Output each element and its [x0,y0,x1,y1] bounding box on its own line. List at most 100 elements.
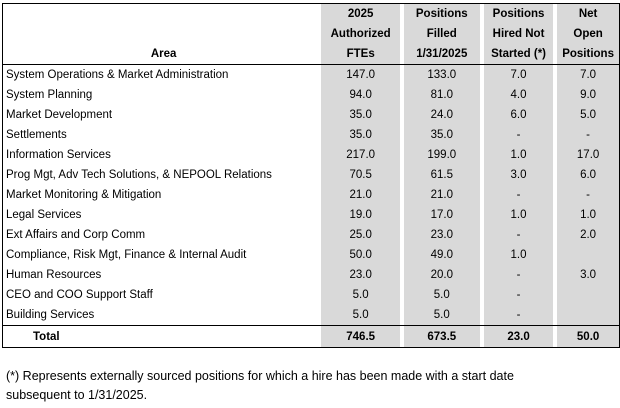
footnote-line-2: subsequent to 1/31/2025. [6,388,148,402]
row-area: Prog Mgt, Adv Tech Solutions, & NEPOOL R… [2,165,322,185]
row-net: 9.0 [557,85,620,105]
row-filled: 17.0 [403,205,480,225]
hired-header-line-3: Started (*) [483,44,554,65]
row-area: Ext Affairs and Corp Comm [2,225,322,245]
column-gap [399,44,404,65]
row-authorized: 5.0 [321,305,400,326]
row-filled: 49.0 [403,245,480,265]
footnote: (*) Represents externally sourced positi… [6,367,606,405]
total-label: Total [2,325,322,348]
row-area: Legal Services [2,205,322,225]
row-hired: - [483,265,554,285]
row-filled: 24.0 [403,105,480,125]
row-net [557,245,620,265]
table-row: System Operations & Market Administratio… [2,64,620,85]
net-header-line-3: Positions [557,44,620,65]
row-filled: 5.0 [403,305,480,326]
row-net: - [557,125,620,145]
row-authorized: 217.0 [321,145,400,165]
table-row: Building Services 5.0 5.0- [2,305,620,326]
table-row: Human Resources 23.0 20.0-3.0 [2,265,620,285]
table-row: Prog Mgt, Adv Tech Solutions, & NEPOOL R… [2,165,620,185]
table-row: Compliance, Risk Mgt, Finance & Internal… [2,245,620,265]
column-gap [399,325,404,348]
row-hired: 3.0 [483,165,554,185]
row-area: Building Services [2,305,322,326]
table-row: Settlements 35.0 35.0- - [2,125,620,145]
column-gap [553,3,558,24]
column-gap [479,3,484,24]
table-row: System Planning 94.0 81.0 4.0 9.0 [2,85,620,105]
row-authorized: 35.0 [321,125,400,145]
authorized-header-line-2: Authorized [321,24,400,44]
row-net: 1.0 [557,205,620,225]
column-gap [479,44,484,65]
table-row: CEO and COO Support Staff 5.0 5.0- [2,285,620,305]
row-filled: 199.0 [403,145,480,165]
row-hired: 1.0 [483,145,554,165]
column-gap [479,325,484,348]
column-gap [553,44,558,65]
row-net: 2.0 [557,225,620,245]
table-body: System Operations & Market Administratio… [2,64,620,326]
row-authorized: 147.0 [321,64,400,85]
row-area: System Operations & Market Administratio… [2,64,322,85]
row-hired: - [483,285,554,305]
row-authorized: 19.0 [321,205,400,225]
row-filled: 81.0 [403,85,480,105]
row-area: Settlements [2,125,322,145]
row-area: System Planning [2,85,322,105]
total-net: 50.0 [557,325,620,348]
table-row: Ext Affairs and Corp Comm 25.0 23.0-2.0 [2,225,620,245]
area-header-spacer [2,3,322,24]
total-row: Total 746.5 673.5 23.0 50.0 [2,325,620,348]
table-row: Market Monitoring & Mitigation 21.0 21.0- - [2,185,620,205]
row-area: Compliance, Risk Mgt, Finance & Internal… [2,245,322,265]
total-filled: 673.5 [403,325,480,348]
table-row: Market Development 35.0 24.0 6.0 5.0 [2,105,620,125]
row-net [557,285,620,305]
row-hired: - [483,185,554,205]
row-authorized: 25.0 [321,225,400,245]
row-authorized: 5.0 [321,285,400,305]
table-row: Legal Services 19.0 17.0 1.0 1.0 [2,205,620,225]
row-hired: 6.0 [483,105,554,125]
area-header: Area [2,44,322,65]
net-header-line-2: Open [557,24,620,44]
row-authorized: 35.0 [321,105,400,125]
row-area: CEO and COO Support Staff [2,285,322,305]
positions-table: 2025 Positions Positions Net Authorized … [2,3,620,348]
row-net: 17.0 [557,145,620,165]
row-net: 5.0 [557,105,620,125]
row-hired: - [483,305,554,326]
column-gap [399,3,404,24]
table-row: Information Services 217.0 199.0 1.0 17.0 [2,145,620,165]
row-hired: 1.0 [483,245,554,265]
row-hired: - [483,125,554,145]
row-authorized: 70.5 [321,165,400,185]
row-filled: 61.5 [403,165,480,185]
row-filled: 5.0 [403,285,480,305]
row-filled: 133.0 [403,64,480,85]
authorized-header-line-1: 2025 [321,3,400,24]
row-net: 6.0 [557,165,620,185]
area-header-spacer [2,24,322,44]
row-net: - [557,185,620,205]
row-area: Information Services [2,145,322,165]
column-gap [553,325,558,348]
filled-header-line-2: Filled [403,24,480,44]
row-hired: 4.0 [483,85,554,105]
row-net [557,305,620,326]
net-header-line-1: Net [557,3,620,24]
row-filled: 20.0 [403,265,480,285]
row-net: 7.0 [557,64,620,85]
row-hired: 7.0 [483,64,554,85]
row-authorized: 21.0 [321,185,400,205]
row-hired: - [483,225,554,245]
filled-header-line-3: 1/31/2025 [403,44,480,65]
row-authorized: 50.0 [321,245,400,265]
total-hired: 23.0 [483,325,554,348]
hired-header-line-1: Positions [483,3,554,24]
row-area: Human Resources [2,265,322,285]
row-hired: 1.0 [483,205,554,225]
